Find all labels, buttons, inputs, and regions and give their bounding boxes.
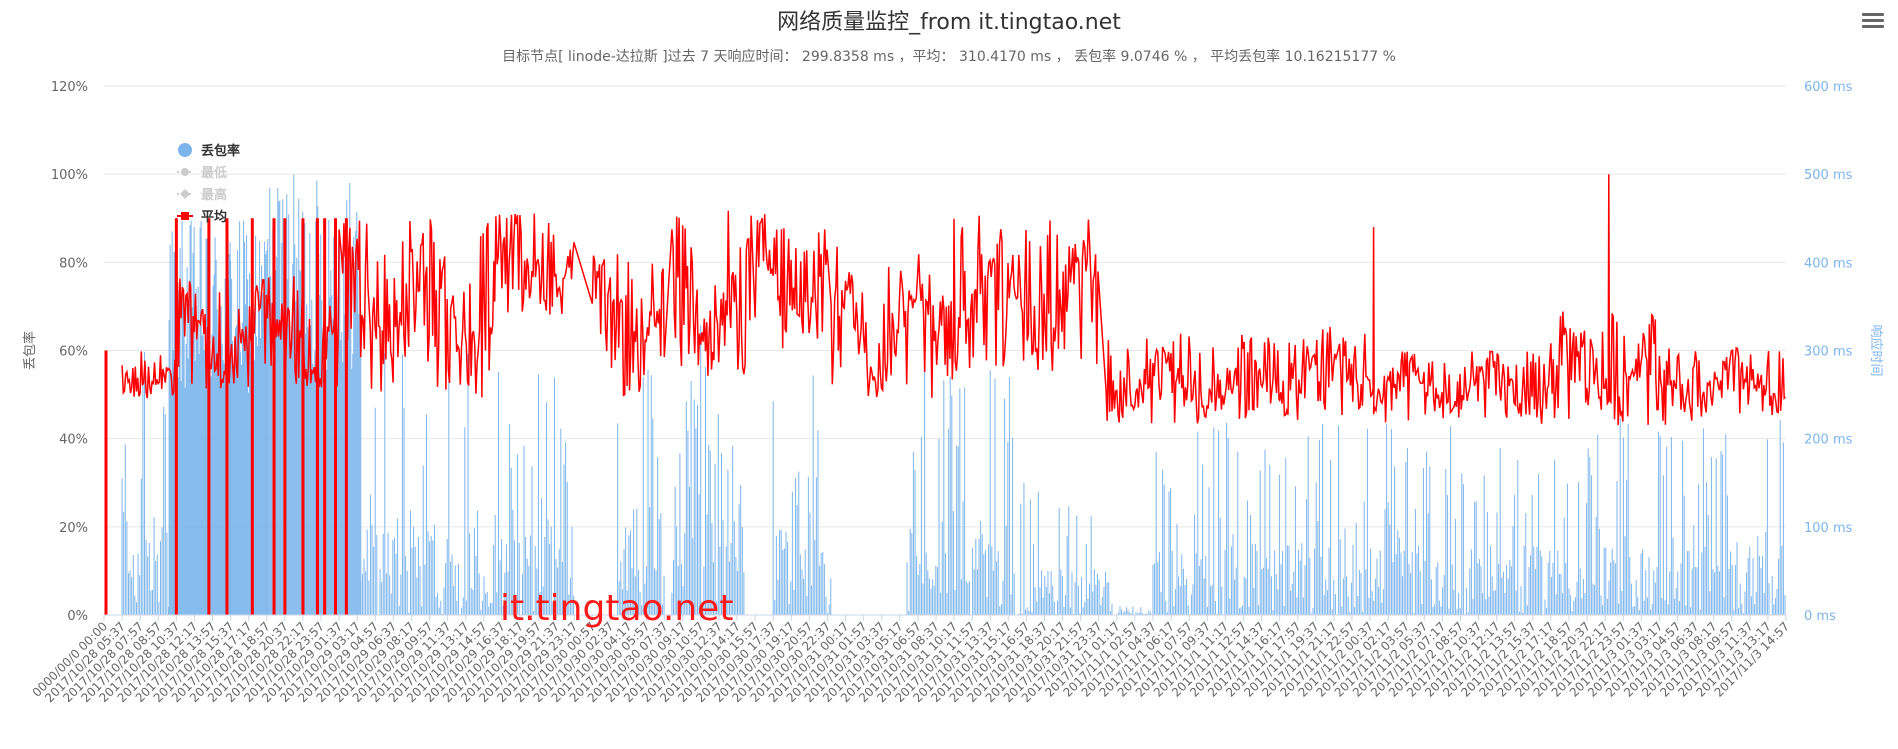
legend-marker-max-diamond [180, 189, 190, 199]
y-tick-right: 400 ms [1804, 256, 1853, 271]
loss-segment [906, 361, 1015, 615]
y-tick-left: 80% [59, 256, 88, 271]
chart-subtitle: 目标节点[ linode-达拉斯 ]过去 7 天响应时间： 299.8358 m… [502, 49, 1396, 65]
legend-item[interactable]: 丢包率 [178, 143, 240, 159]
y-tick-right: 100 ms [1804, 521, 1853, 536]
avg-drop [207, 218, 211, 615]
y-tick-left: 20% [59, 521, 88, 536]
y-tick-right: 200 ms [1804, 433, 1853, 448]
legend-marker-avg-square [181, 212, 189, 220]
y-tick-left: 40% [59, 433, 88, 448]
y-tick-left: 60% [59, 345, 88, 360]
legend-marker-min-dot [181, 168, 189, 176]
legend-label: 平均 [201, 209, 227, 225]
y-tick-right: 0 ms [1804, 609, 1836, 624]
loss-segment [772, 375, 832, 615]
y-tick-left: 100% [51, 168, 88, 183]
y-tick-right: 500 ms [1804, 168, 1853, 183]
legend-label: 最低 [201, 165, 227, 181]
avg-drop [344, 218, 348, 615]
y-axis-title-right: 响应时间 [1868, 324, 1884, 376]
watermark: it.tingtao.net [500, 588, 733, 629]
legend-label: 丢包率 [201, 143, 240, 159]
loss-segment [360, 353, 575, 615]
loss-segment [168, 220, 231, 615]
legend-item[interactable]: 最低 [177, 165, 227, 181]
avg-line [121, 174, 1786, 426]
y-tick-left: 0% [67, 609, 88, 624]
y-tick-right: 600 ms [1804, 80, 1853, 95]
legend-marker-loss [178, 143, 192, 157]
legend-item[interactable]: 平均 [177, 209, 227, 225]
y-tick-left: 120% [51, 80, 88, 95]
avg-drop [225, 218, 229, 615]
avg-drop [272, 218, 276, 615]
avg-series [104, 174, 1786, 615]
loss-segment [1116, 606, 1153, 615]
y-tick-right: 300 ms [1804, 345, 1853, 360]
avg-drop [315, 218, 319, 615]
avg-drop [174, 218, 178, 615]
menu-icon[interactable] [1862, 10, 1884, 32]
avg-drop [323, 218, 327, 615]
loss-segment [230, 220, 268, 615]
loss-segment [671, 325, 745, 615]
legend-label: 最高 [201, 187, 227, 203]
loss-segment [617, 369, 665, 615]
chart-title: 网络质量监控_from it.tingtao.net [777, 10, 1121, 35]
loss-segment [121, 351, 169, 615]
loss-segment [1152, 418, 1786, 615]
avg-drop [334, 218, 338, 615]
loss-segment [1018, 482, 1113, 615]
avg-drop [283, 218, 287, 615]
legend-item[interactable]: 最高 [177, 187, 227, 203]
y-axis-title-left: 丢包率 [22, 331, 38, 370]
avg-drop [250, 218, 254, 615]
avg-drop [301, 218, 305, 615]
